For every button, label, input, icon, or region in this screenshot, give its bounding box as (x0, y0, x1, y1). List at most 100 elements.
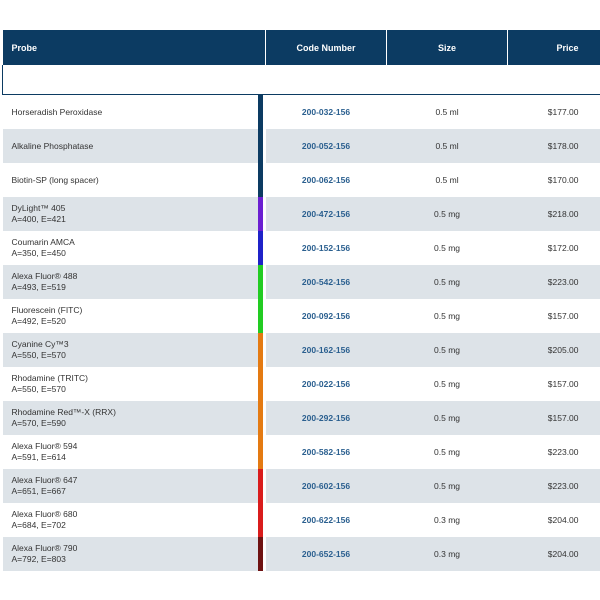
header-spacer-cell (1, 65, 600, 95)
code-number-link[interactable]: 200-602-156 (265, 469, 387, 503)
probe-name: Alexa Fluor® 647 (11, 475, 78, 485)
size-cell: 0.5 mg (386, 469, 508, 503)
probe-spectra: A=493, E=519 (11, 282, 66, 292)
code-number-link[interactable]: 200-052-156 (265, 129, 387, 163)
probe-spectra: A=492, E=520 (11, 316, 66, 326)
color-bar-cell (257, 265, 266, 299)
table-row: Alexa Fluor® 790 A=792, E=803 200-652-156 0… (2, 537, 600, 571)
table-row: Alexa Fluor® 647 A=651, E=667 200-602-156 0… (2, 469, 600, 503)
header-probe[interactable]: Probe (2, 30, 266, 65)
color-swatch (257, 129, 263, 163)
probe-spectra: A=591, E=614 (11, 452, 66, 462)
size-cell: 0.3 mg (386, 537, 508, 571)
color-bar-cell (257, 95, 266, 129)
probe-cell: Alexa Fluor® 647 A=651, E=667 (2, 469, 258, 503)
color-bar-cell (257, 401, 266, 435)
table-row: Alexa Fluor® 488 A=493, E=519 200-542-156 0… (2, 265, 600, 299)
color-swatch (257, 231, 263, 265)
price-cell: $178.00 (507, 129, 600, 163)
price-cell: $170.00 (547, 175, 579, 185)
price-cell: $204.00 (547, 515, 579, 525)
probe-name: Alexa Fluor® 790 (11, 543, 78, 553)
probe-cell: Horseradish Peroxidase (3, 95, 258, 130)
code-number-link[interactable]: 200-472-156 (265, 197, 387, 231)
code-number-link[interactable]: 200-582-156 (301, 447, 351, 457)
price-cell: $223.00 (547, 447, 579, 457)
table-header: Probe Code Number Size Price (2, 30, 600, 65)
size-cell: 0.5 mg (434, 311, 461, 321)
code-number-link[interactable]: 200-162-156 (265, 333, 387, 367)
size-cell: 0.5 ml (386, 129, 508, 163)
probe-name: Rhodamine Red™-X (RRX) (11, 407, 116, 417)
price-cell: $157.00 (507, 401, 600, 435)
code-number-link[interactable]: 200-152-156 (301, 243, 351, 253)
price-cell: $205.00 (507, 333, 600, 367)
price-cell: $172.00 (547, 243, 579, 253)
probe-name: Horseradish Peroxidase (11, 106, 103, 117)
color-bar-cell (257, 503, 266, 537)
color-swatch (257, 435, 263, 469)
code-number-link[interactable]: 200-292-156 (265, 401, 387, 435)
color-swatch (257, 163, 263, 197)
code-number-link[interactable]: 200-542-156 (265, 265, 387, 299)
price-cell: $223.00 (507, 469, 600, 503)
size-cell: 0.5 mg (386, 401, 508, 435)
header-row: Probe Code Number Size Price (2, 30, 600, 65)
probe-cell: Coumarin AMCA A=350, E=450 (3, 231, 258, 265)
table-row: Rhodamine (TRITC) A=550, E=570 200-022-156… (3, 367, 600, 401)
size-cell: 0.3 mg (434, 515, 461, 525)
color-bar-cell (257, 435, 266, 469)
color-bar-cell (257, 333, 266, 367)
probe-spectra: A=350, E=450 (11, 248, 66, 258)
color-swatch (257, 265, 263, 299)
probe-name: Biotin-SP (long spacer) (11, 174, 99, 185)
header-code-number[interactable]: Code Number (265, 30, 387, 65)
probe-price-table: Probe Code Number Size Price Horseradish… (1, 30, 600, 571)
color-swatch (257, 367, 263, 401)
probe-name: Fluorescein (FITC) (11, 305, 83, 315)
header-size[interactable]: Size (386, 30, 508, 65)
probe-name: Coumarin AMCA (11, 237, 75, 247)
color-bar-cell (257, 197, 266, 231)
probe-spectra: A=400, E=421 (11, 214, 66, 224)
code-number-link[interactable]: 200-032-156 (301, 107, 351, 117)
price-cell: $204.00 (507, 537, 600, 571)
table-row: Horseradish Peroxidase 200-032-156 0.5 ml $… (3, 95, 600, 130)
table-row: Alexa Fluor® 594 A=591, E=614 200-582-156 0… (3, 435, 600, 469)
size-cell: 0.5 mg (386, 197, 508, 231)
probe-spectra: A=651, E=667 (11, 486, 66, 496)
color-bar-cell (257, 299, 266, 333)
table-row: Biotin-SP (long spacer) 200-062-156 0.5 ml… (3, 163, 600, 197)
probe-cell: Alexa Fluor® 488 A=493, E=519 (2, 265, 258, 299)
code-number-link[interactable]: 200-062-156 (301, 175, 351, 185)
probe-cell: Fluorescein (FITC) A=492, E=520 (3, 299, 258, 333)
probe-cell: Cyanine Cy™3 A=550, E=570 (2, 333, 258, 367)
price-cell: $218.00 (507, 197, 600, 231)
header-price[interactable]: Price (507, 30, 600, 65)
color-bar-cell (257, 129, 266, 163)
probe-cell: Rhodamine Red™-X (RRX) A=570, E=590 (2, 401, 258, 435)
probe-spectra: A=550, E=570 (11, 350, 66, 360)
probe-spectra: A=684, E=702 (11, 520, 66, 530)
size-cell: 0.5 mg (434, 379, 461, 389)
color-swatch (257, 469, 263, 503)
code-number-link[interactable]: 200-652-156 (265, 537, 387, 571)
size-cell: 0.5 ml (435, 175, 459, 185)
table-body: Horseradish Peroxidase 200-032-156 0.5 ml $… (1, 65, 600, 571)
code-number-link[interactable]: 200-622-156 (301, 515, 351, 525)
probe-cell: Alkaline Phosphatase (2, 129, 258, 163)
table-row: Fluorescein (FITC) A=492, E=520 200-092-15… (3, 299, 600, 333)
color-bar-cell (257, 163, 266, 197)
probe-spectra: A=570, E=590 (11, 418, 66, 428)
probe-name: Alexa Fluor® 488 (11, 271, 78, 281)
color-swatch (257, 95, 263, 129)
color-swatch (257, 299, 263, 333)
color-bar-cell (257, 367, 266, 401)
color-bar-cell (257, 231, 266, 265)
price-cell: $177.00 (547, 107, 579, 117)
code-number-link[interactable]: 200-022-156 (301, 379, 351, 389)
probe-cell: Alexa Fluor® 790 A=792, E=803 (2, 537, 258, 571)
color-swatch (257, 537, 263, 571)
code-number-link[interactable]: 200-092-156 (301, 311, 351, 321)
